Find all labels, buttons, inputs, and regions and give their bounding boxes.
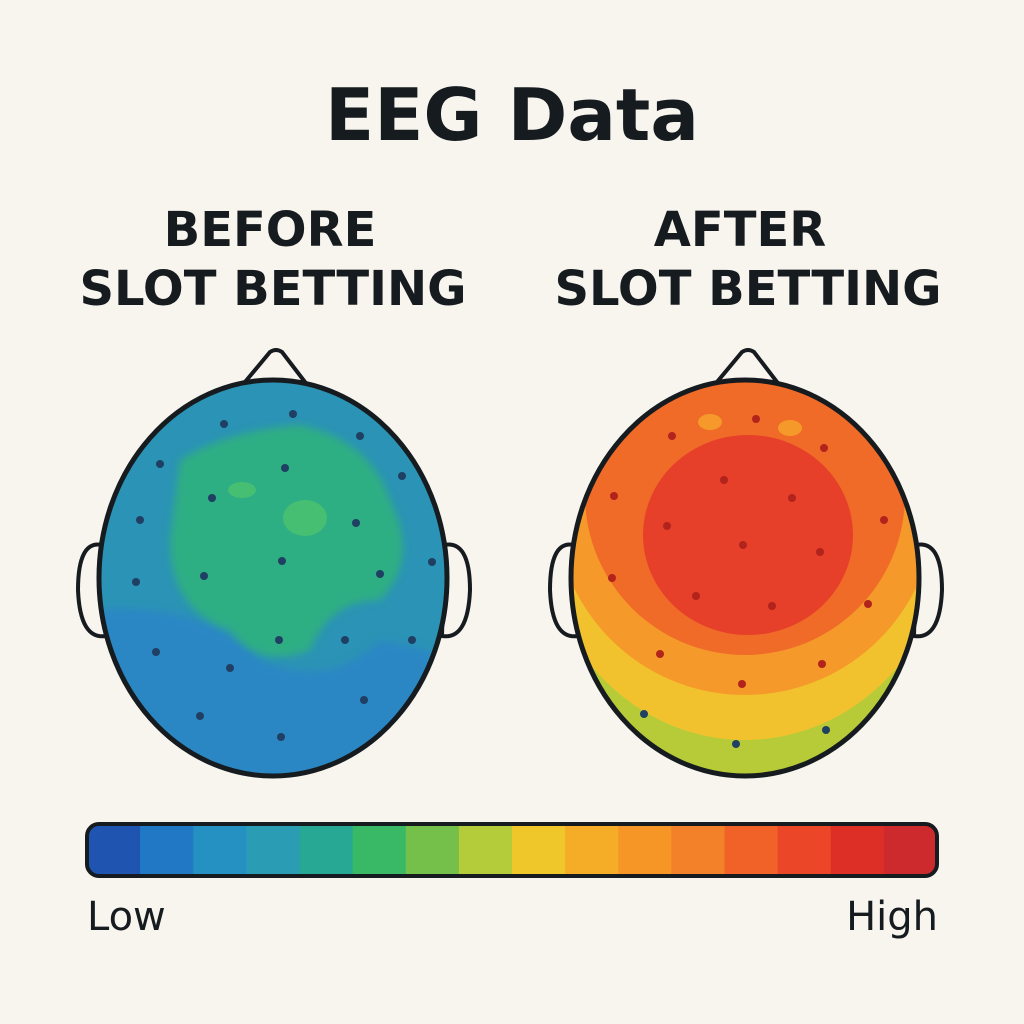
scale-segment (724, 824, 779, 876)
scale-segment (87, 824, 141, 876)
scale-segment (193, 824, 247, 876)
scale-segment (352, 824, 407, 876)
scale-segment (618, 824, 672, 876)
title: EEG Data (325, 73, 699, 157)
scale-segment (246, 824, 300, 876)
color-scale (85, 822, 939, 878)
legend-high: High (846, 894, 938, 940)
scale-segment (830, 824, 885, 876)
panel-title: SLOT BETTING (79, 261, 466, 317)
scale-segment (299, 824, 354, 876)
scale-segment (512, 824, 566, 876)
panel-title: SLOT BETTING (554, 261, 941, 317)
scale-segment (565, 824, 619, 876)
scale-segment (777, 824, 832, 876)
panel-title: BEFORE (164, 202, 377, 258)
scale-segment (458, 824, 513, 876)
legend-low: Low (87, 894, 166, 940)
scale-segment (140, 824, 194, 876)
scale-segment (405, 824, 460, 876)
panel-title: AFTER (654, 202, 826, 258)
scale-segment (671, 824, 725, 876)
head-before (75, 348, 473, 779)
scale-segment (883, 824, 937, 876)
